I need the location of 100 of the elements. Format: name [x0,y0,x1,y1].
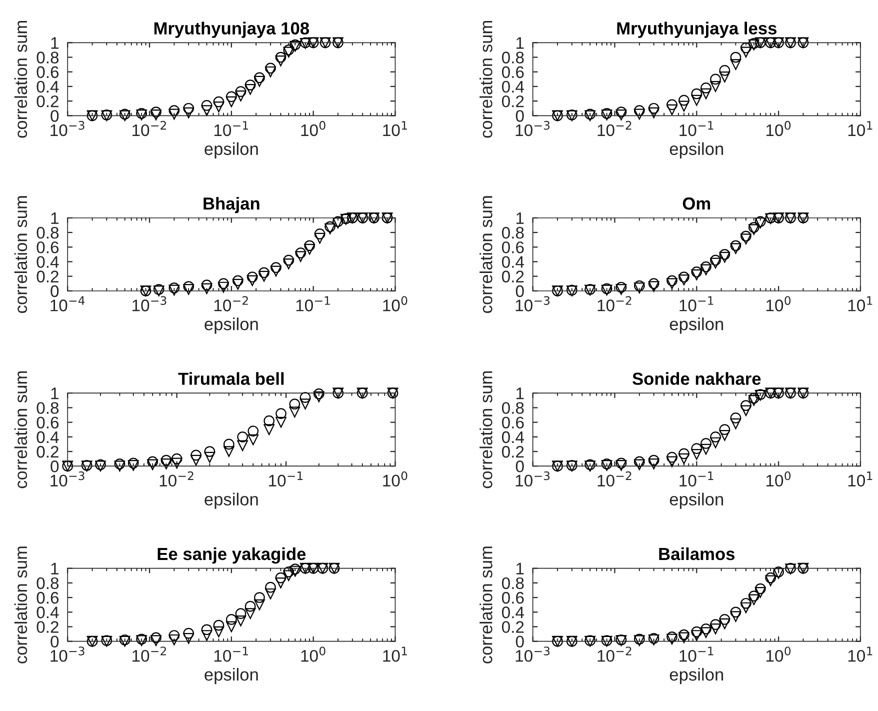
x-tick-label: 10$^{−3}$ [132,296,166,312]
x-tick-label: 10$^{−3}$ [516,296,550,312]
y-axis-title: correlation sum [14,371,28,488]
y-tick-label: 0.2 [36,95,58,108]
y-axis-title: correlation sum [14,546,28,664]
y-tick-label: 0.2 [502,95,524,108]
x-tick-label: 10$^{−1}$ [296,296,330,312]
x-axis-title: epsilon [670,668,724,684]
x-tick-label: 10$^{0}$ [766,296,791,312]
x-tick-label: 10$^{−2}$ [132,120,166,136]
y-tick-label: 0.8 [36,577,59,590]
y-tick-label: 0.8 [502,577,524,590]
y-axis-title: correlation sum [480,371,492,488]
y-tick-label: 0 [516,285,524,298]
x-axis-title: epsilon [204,142,258,158]
x-tick-label: 10$^{−1}$ [680,646,714,662]
x-tick-label: 10$^{−1}$ [214,121,248,136]
x-tick-label: 10$^{−3}$ [50,646,84,662]
x-tick-label: 10$^{−2}$ [598,296,632,312]
x-tick-label: 10$^{−3}$ [516,471,550,487]
x-axis-title: epsilon [670,492,724,509]
y-tick-label: 0 [516,460,524,472]
y-tick-label: 0.4 [502,256,524,268]
y-tick-label: 0 [50,460,59,472]
x-tick-label: 10$^{−3}$ [516,646,550,662]
x-tick-label: 10$^{−2}$ [160,471,194,487]
x-tick-label: 10$^{−1}$ [214,646,248,662]
y-tick-label: 1 [51,562,58,574]
y-axis-title: correlation sum [480,196,492,313]
x-tick-label: 10$^{0}$ [383,471,408,487]
y-tick-label: 1 [516,388,524,400]
x-tick-label: 10$^{−2}$ [598,646,632,662]
chart-title: Bailamos [659,547,735,560]
chart-title: Om [682,197,710,210]
chart-title: Bhajan [204,196,260,214]
y-tick-label: 1 [51,212,58,224]
y-tick-label: 0 [50,636,59,648]
chart-title: Ee sanje yakagide [158,547,306,564]
y-tick-label: 0 [50,110,59,122]
x-tick-label: 10$^{−2}$ [132,646,166,662]
y-tick-label: 0.4 [36,256,59,268]
x-tick-label: 10$^{1}$ [383,646,407,662]
chart-title: Mryuthyunjaya less [617,22,776,38]
y-axis-title: correlation sum [14,196,28,313]
chart-title: Mryuthyunjaya 108 [154,22,310,38]
x-tick-label: 10$^{0}$ [301,120,326,136]
y-tick-label: 0.8 [502,52,524,64]
y-tick-label: 0.4 [502,431,524,444]
y-tick-label: 0.6 [36,592,59,604]
y-tick-label: 0.8 [502,402,524,414]
y-tick-label: 0.6 [36,241,59,254]
y-tick-label: 1 [516,562,524,574]
y-tick-label: 0.8 [36,226,59,239]
x-tick-label: 10$^{1}$ [848,121,872,136]
chart-title: Sonide nakhare [632,372,761,385]
x-tick-label: 10$^{1}$ [848,472,872,487]
x-axis-title: epsilon [204,318,258,334]
y-tick-label: 0.6 [36,416,59,428]
y-tick-label: 0.2 [502,621,524,633]
x-tick-label: 10$^{0}$ [766,120,791,136]
y-axis-title: correlation sum [480,546,492,664]
x-tick-label: 10$^{1}$ [848,646,872,662]
x-tick-label: 10$^{−2}$ [214,296,248,312]
y-tick-label: 0.8 [502,226,524,239]
x-tick-label: 10$^{−3}$ [50,120,84,136]
y-tick-label: 0.8 [36,402,59,414]
y-tick-label: 0.8 [36,52,59,64]
x-tick-label: 10$^{−1}$ [680,121,714,136]
y-tick-label: 0.6 [502,416,524,428]
y-tick-label: 0.2 [36,621,58,633]
y-tick-label: 0.6 [502,241,524,254]
x-tick-label: 10$^{−4}$ [50,296,85,312]
y-tick-label: 0.4 [36,606,59,618]
y-tick-label: 0.2 [502,270,524,282]
x-tick-label: 10$^{1}$ [383,121,407,136]
y-tick-label: 0.6 [502,66,524,78]
y-tick-label: 1 [51,37,58,49]
y-tick-label: 0.6 [502,592,524,604]
x-axis-title: epsilon [670,318,724,334]
y-tick-label: 0.4 [502,606,524,618]
x-tick-label: 10$^{−1}$ [269,472,303,487]
y-tick-label: 0.6 [36,66,59,78]
x-tick-label: 10$^{−3}$ [516,120,550,136]
x-tick-label: 10$^{0}$ [766,646,791,662]
x-tick-label: 10$^{0}$ [301,646,326,662]
x-tick-label: 10$^{−1}$ [680,296,714,312]
y-axis-title: correlation sum [480,20,492,138]
y-tick-label: 1 [516,212,524,224]
chart-title: Tirumala bell [178,372,284,385]
y-tick-label: 0 [50,285,59,298]
x-axis-title: epsilon [204,492,258,509]
x-tick-label: 10$^{−1}$ [680,472,714,487]
x-tick-label: 10$^{−2}$ [598,120,632,136]
x-axis-title: epsilon [204,668,258,684]
x-tick-label: 10$^{1}$ [848,296,872,312]
x-tick-label: 10$^{−3}$ [50,471,84,487]
y-tick-label: 1 [516,37,524,49]
y-tick-label: 0.4 [502,80,524,93]
y-tick-label: 0.4 [36,431,59,444]
x-tick-label: 10$^{−2}$ [598,471,632,487]
